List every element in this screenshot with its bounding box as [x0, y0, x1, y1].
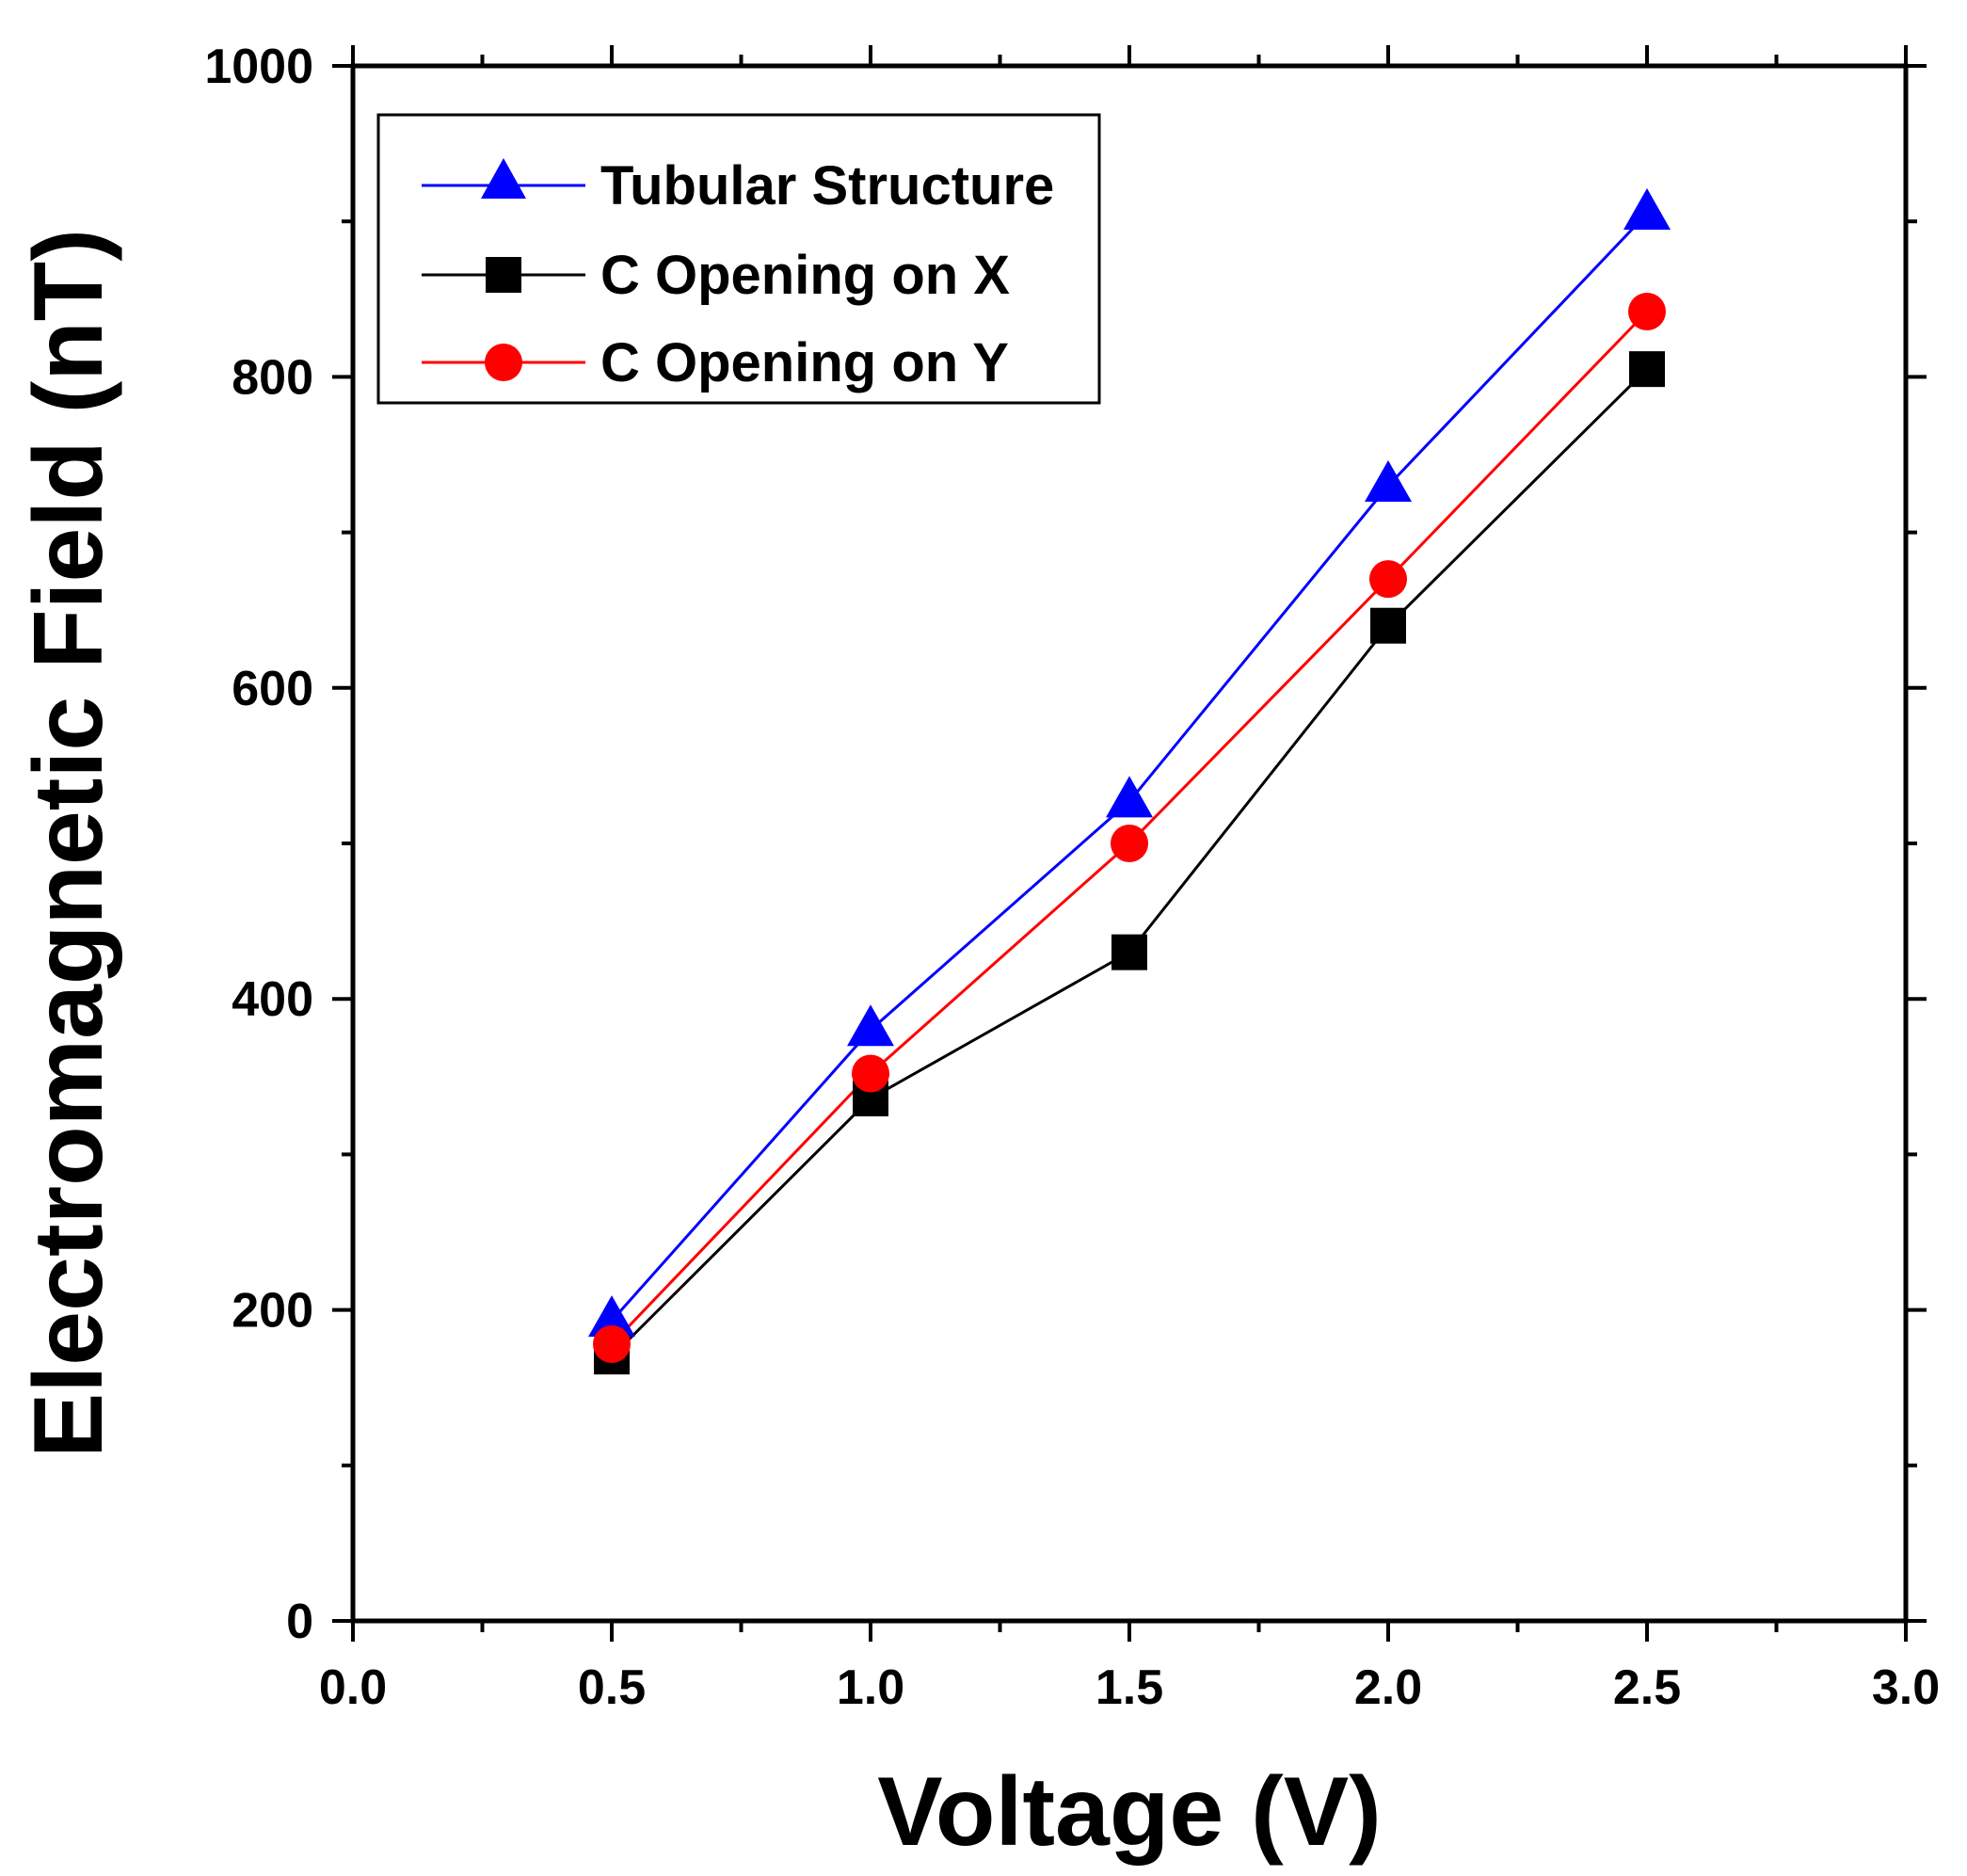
data-point-triangle [588, 1295, 635, 1338]
data-point-square [1629, 351, 1665, 388]
x-tick-label: 1.5 [1095, 1660, 1163, 1715]
x-tick-label: 1.0 [837, 1660, 904, 1715]
data-point-circle [1369, 560, 1407, 599]
data-series [588, 187, 1671, 1375]
data-point-triangle [1365, 460, 1412, 503]
data-point-triangle [847, 1004, 894, 1047]
x-tick-label: 0.5 [578, 1660, 646, 1715]
legend-marker-c-opening-x [486, 257, 521, 293]
data-point-triangle [1106, 776, 1153, 818]
legend-label-c-opening-x: C Opening on X [600, 245, 1010, 306]
x-axis-title: Voltage (V) [877, 1757, 1381, 1867]
y-tick-label: 0 [286, 1595, 313, 1649]
x-tick-label: 2.5 [1613, 1660, 1681, 1715]
legend: Tubular Structure C Opening on X C Openi… [376, 113, 1101, 405]
x-tick-label: 2.0 [1354, 1660, 1422, 1715]
y-tick-label: 800 [232, 350, 313, 405]
y-axis-title: Electromagnetic Field (nT) [14, 229, 123, 1458]
series-line-square [610, 368, 1649, 1358]
y-tick-label: 600 [232, 662, 313, 716]
data-point-circle [1628, 293, 1666, 331]
y-tick-label: 1000 [204, 40, 313, 94]
data-point-triangle [1623, 187, 1671, 230]
legend-marker-tubular [481, 158, 526, 199]
data-point-circle [852, 1054, 889, 1093]
data-point-square [1370, 607, 1406, 644]
y-tick-label: 200 [232, 1284, 313, 1339]
x-tick-label: 3.0 [1872, 1660, 1940, 1715]
data-point-circle [1111, 825, 1148, 862]
data-point-square [1111, 934, 1147, 970]
legend-label-tubular: Tubular Structure [600, 155, 1054, 216]
x-tick-label: 0.0 [319, 1660, 387, 1715]
data-point-circle [593, 1324, 631, 1363]
legend-marker-c-opening-y [485, 344, 522, 381]
y-tick-label: 400 [232, 972, 313, 1027]
axis-ticks: 0.0 0.5 1.0 1.5 2.0 2.5 3.0 0 200 400 600 800 1000 [204, 40, 1940, 1715]
legend-label-c-opening-y: C Opening on Y [600, 332, 1009, 393]
